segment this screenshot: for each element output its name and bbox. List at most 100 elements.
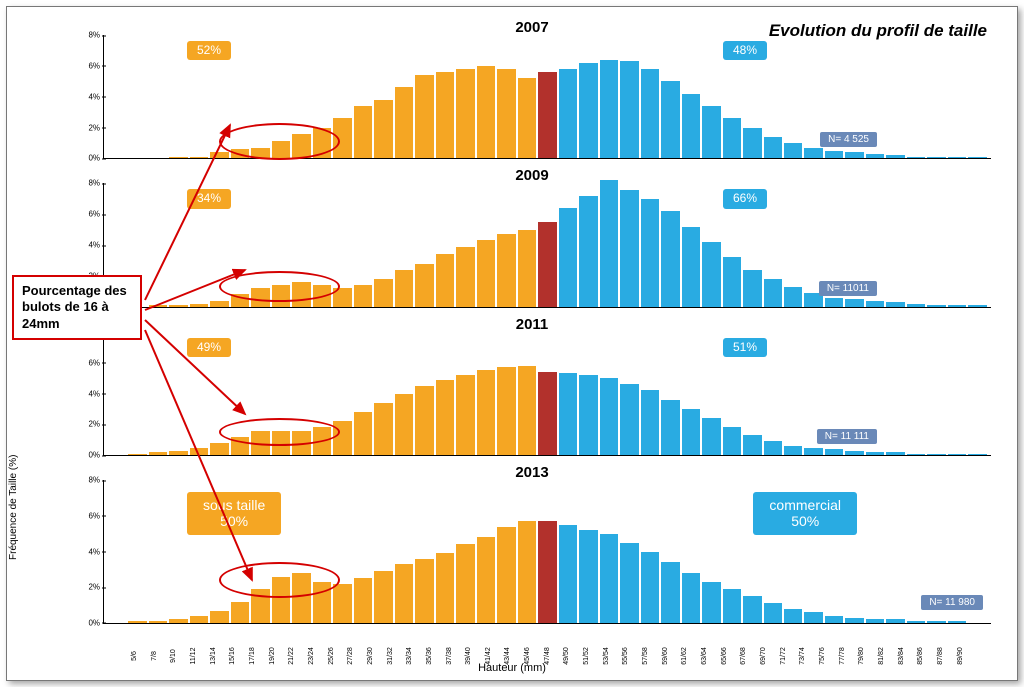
left-pct-badge: 34% [187, 189, 231, 208]
bar [559, 69, 577, 158]
chart-panel-2011: 20110%2%4%6%8%49%51%N= 11 111 [67, 314, 997, 462]
bar [169, 157, 187, 159]
bar [661, 562, 679, 623]
bar [825, 298, 843, 307]
bar [641, 552, 659, 623]
bar [210, 443, 228, 455]
bar [538, 372, 556, 455]
bar [354, 578, 372, 623]
bar [374, 100, 392, 159]
bar [784, 143, 802, 158]
bar [149, 452, 167, 455]
bar [620, 384, 638, 455]
bar [149, 305, 167, 307]
highlight-ellipse [219, 562, 340, 598]
bar [579, 375, 597, 455]
bar [968, 454, 986, 456]
bar [825, 151, 843, 159]
bar [702, 106, 720, 158]
bar [600, 180, 618, 306]
bar [579, 530, 597, 623]
bar [128, 454, 146, 456]
bar [456, 69, 474, 158]
bar [764, 603, 782, 623]
bar [927, 305, 945, 307]
left-pct-badge: 52% [187, 41, 231, 60]
bar [210, 152, 228, 158]
n-badge: N= 11011 [819, 281, 877, 296]
bar [415, 386, 433, 455]
bar [395, 270, 413, 307]
bar [436, 254, 454, 306]
bar [845, 451, 863, 456]
y-tick: 4% [88, 547, 100, 556]
bar [866, 154, 884, 159]
callout-box: Pourcentage des bulots de 16 à 24mm [12, 275, 142, 340]
bar [866, 452, 884, 455]
bar [415, 559, 433, 623]
bar [723, 589, 741, 623]
bar [436, 72, 454, 158]
bar [518, 521, 536, 623]
bar [784, 446, 802, 455]
bar [723, 118, 741, 158]
bar [538, 521, 556, 623]
y-tick: 6% [88, 511, 100, 520]
bar [354, 106, 372, 158]
bar [333, 584, 351, 623]
y-tick: 6% [88, 358, 100, 367]
n-badge: N= 11 980 [921, 595, 983, 610]
bar [968, 305, 986, 307]
bar [968, 157, 986, 159]
bar [600, 60, 618, 159]
bar [825, 449, 843, 455]
bar [743, 270, 761, 307]
bar [231, 602, 249, 623]
panel-title: 2013 [515, 464, 548, 481]
bar [764, 137, 782, 159]
y-tick: 8% [88, 179, 100, 188]
bar [169, 451, 187, 456]
bar [804, 148, 822, 159]
bar [415, 264, 433, 307]
bar [497, 234, 515, 307]
n-badge: N= 4 525 [820, 132, 877, 147]
bar [477, 370, 495, 455]
bar [723, 257, 741, 306]
bar [764, 279, 782, 307]
bar [456, 247, 474, 307]
bar [210, 611, 228, 623]
bar [374, 571, 392, 623]
bar [702, 242, 720, 307]
highlight-ellipse [219, 123, 340, 160]
bar [436, 380, 454, 456]
bar [190, 157, 208, 159]
bar [948, 157, 966, 159]
highlight-ellipse [219, 418, 340, 446]
bar [743, 596, 761, 623]
bar [600, 534, 618, 623]
x-tick: 89/90 [956, 646, 994, 666]
bar [866, 301, 884, 307]
y-tick: 6% [88, 210, 100, 219]
bar [497, 527, 515, 623]
bar [886, 302, 904, 307]
bar [804, 448, 822, 456]
bar [927, 157, 945, 159]
bar [415, 75, 433, 158]
y-tick: 2% [88, 583, 100, 592]
bar [764, 441, 782, 455]
bar [784, 609, 802, 623]
y-tick: 4% [88, 241, 100, 250]
bar [477, 537, 495, 623]
bar [395, 87, 413, 158]
y-tick: 0% [88, 451, 100, 460]
y-tick: 2% [88, 123, 100, 132]
panel-title: 2011 [516, 316, 549, 333]
bar [661, 211, 679, 307]
bar [395, 564, 413, 623]
left-pct-badge: sous taille 50% [187, 492, 281, 535]
bar [641, 390, 659, 455]
right-pct-badge: 48% [723, 41, 767, 60]
bar [804, 612, 822, 623]
